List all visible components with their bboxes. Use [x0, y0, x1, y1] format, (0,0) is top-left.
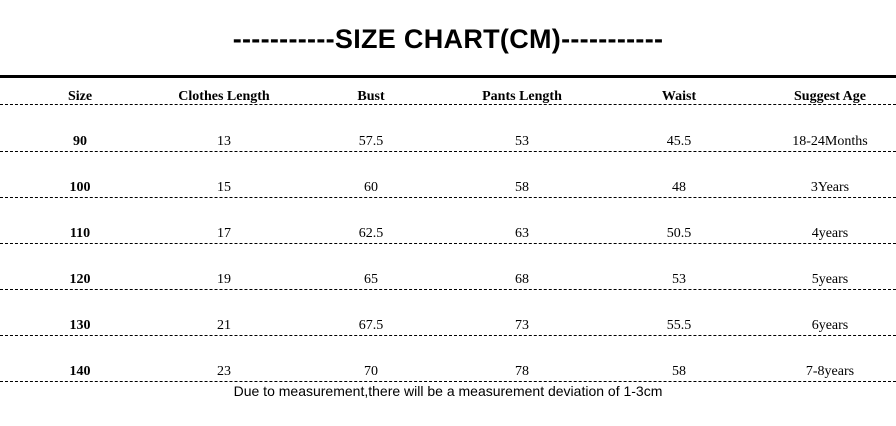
table-cell: 18-24Months	[792, 134, 868, 149]
footnote: Due to measurement,there will be a measu…	[233, 383, 663, 399]
table-cell: 78	[515, 364, 529, 379]
table-cell: 19	[217, 272, 231, 287]
size-cell: 130	[69, 318, 91, 333]
column-header: Waist	[661, 89, 697, 104]
table-cell: 70	[364, 364, 378, 379]
table-cell: 53	[515, 134, 529, 149]
table-cell: 65	[364, 272, 378, 287]
column-header: Size	[67, 89, 93, 104]
table-cell: 45.5	[666, 134, 692, 149]
table-cell: 13	[217, 134, 231, 149]
table-cell: 4years	[811, 226, 849, 241]
size-cell: 90	[73, 134, 87, 149]
table-cell: 55.5	[666, 318, 692, 333]
table-cell: 23	[217, 364, 231, 379]
column-header: Suggest Age	[794, 89, 866, 104]
column-header: Bust	[357, 89, 385, 104]
row-rule	[0, 151, 896, 152]
table-cell: 53	[672, 272, 686, 287]
table-cell: 7-8years	[805, 364, 855, 379]
table-cell: 62.5	[358, 226, 384, 241]
column-header: Clothes Length	[178, 89, 270, 104]
table-cell: 73	[515, 318, 529, 333]
title: -----------SIZE CHART(CM)-----------	[232, 24, 664, 54]
table-cell: 3Years	[810, 180, 850, 195]
table-cell: 63	[515, 226, 529, 241]
table-cell: 58	[672, 364, 686, 379]
column-header: Pants Length	[482, 89, 562, 104]
row-rule	[0, 243, 896, 244]
row-rule	[0, 381, 896, 382]
header-rule	[0, 104, 896, 105]
table-cell: 57.5	[358, 134, 384, 149]
row-rule	[0, 197, 896, 198]
table-cell: 50.5	[666, 226, 692, 241]
table-cell: 48	[672, 180, 686, 195]
size-cell: 100	[69, 180, 91, 195]
table-cell: 67.5	[358, 318, 384, 333]
table-cell: 68	[515, 272, 529, 287]
table-cell: 17	[217, 226, 231, 241]
size-cell: 110	[69, 226, 91, 241]
size-cell: 140	[69, 364, 91, 379]
size-cell: 120	[69, 272, 91, 287]
table-cell: 60	[364, 180, 378, 195]
row-rule	[0, 289, 896, 290]
table-cell: 5years	[811, 272, 849, 287]
table-cell: 15	[217, 180, 231, 195]
title-rule	[0, 75, 896, 78]
table-cell: 58	[515, 180, 529, 195]
row-rule	[0, 335, 896, 336]
table-cell: 21	[217, 318, 231, 333]
table-cell: 6years	[811, 318, 849, 333]
